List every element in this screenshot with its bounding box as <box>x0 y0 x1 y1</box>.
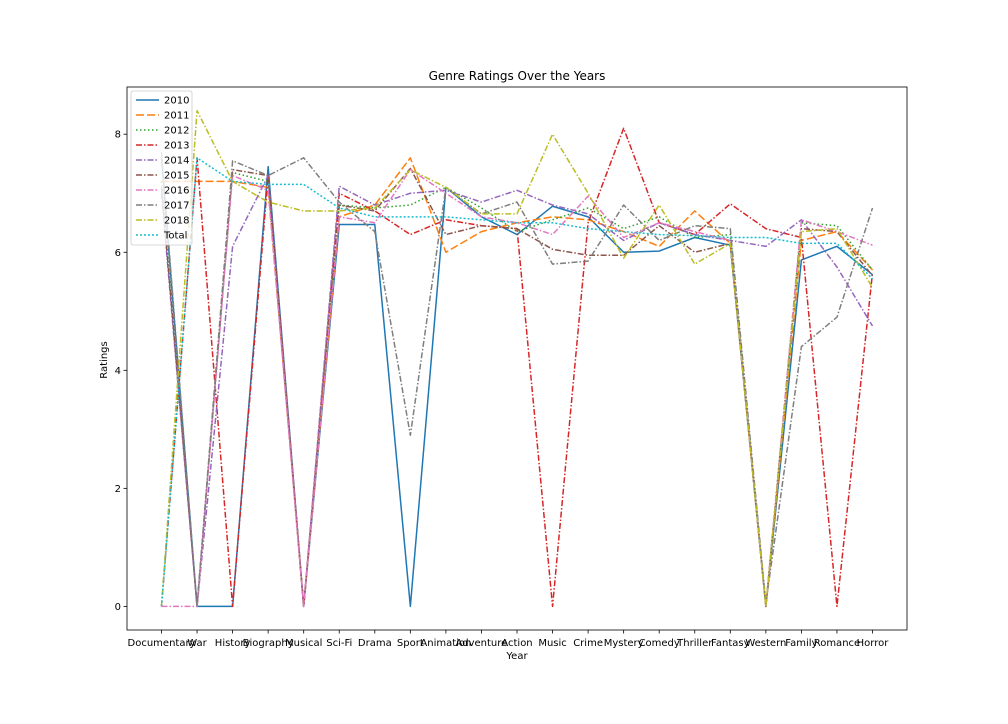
series-2018 <box>160 109 874 608</box>
series-line-2018 <box>160 109 874 608</box>
legend-entry: 2011 <box>136 111 189 122</box>
legend-entry: 2010 <box>136 96 189 107</box>
x-tick-label: Fantasy <box>711 638 750 649</box>
legend-entry: 2012 <box>136 126 189 137</box>
x-tick-label: Crime <box>573 638 603 649</box>
legend: 2010 2011 2012 2013 2014 2015 2016 2017 2018 Tota… <box>130 90 193 246</box>
x-tick-label: Music <box>538 638 566 649</box>
legend-entry: 2018 <box>136 216 189 227</box>
series-total <box>160 157 874 607</box>
x-tick-label: History <box>215 638 251 649</box>
x-tick-label: Drama <box>358 638 392 649</box>
legend-label: Total <box>163 231 187 242</box>
legend-entry: 2014 <box>136 156 189 167</box>
x-tick-label: Romance <box>814 638 860 649</box>
x-tick-label: Thriller <box>676 638 713 649</box>
legend-entry: 2013 <box>136 141 189 152</box>
y-tick-label: 2 <box>115 484 121 495</box>
x-tick-label: Mystery <box>604 638 644 649</box>
y-tick-label: 0 <box>115 602 121 613</box>
legend-entry: 2015 <box>136 171 189 182</box>
chart-title: Genre Ratings Over the Years <box>429 69 606 83</box>
x-axis-label: Year <box>505 651 528 662</box>
y-tick-label: 8 <box>115 130 121 141</box>
y-axis-label: Ratings <box>99 341 110 378</box>
x-tick-label: Western <box>745 638 786 649</box>
x-tick-label: Biography <box>243 638 294 649</box>
x-tick-label: Action <box>501 638 532 649</box>
legend-label: 2013 <box>164 141 189 152</box>
legend-entry: 2017 <box>136 201 189 212</box>
series-2017 <box>160 151 874 608</box>
series-line-2017 <box>160 151 874 608</box>
series-2014 <box>160 174 874 608</box>
legend-box <box>130 90 193 246</box>
legend-label: 2015 <box>164 171 189 182</box>
x-tick-label: Animation <box>420 638 471 649</box>
x-tick-label: Horror <box>857 638 890 649</box>
legend-entry: Total <box>136 231 187 242</box>
x-tick-label: Family <box>785 638 817 649</box>
series-line-total <box>160 157 874 607</box>
legend-label: 2016 <box>164 186 189 197</box>
x-tick-label: War <box>187 638 207 649</box>
series-layer <box>160 109 874 608</box>
legend-label: 2018 <box>164 216 189 227</box>
y-tick-label: 6 <box>115 248 121 259</box>
x-tick-label: Documentary <box>128 638 196 649</box>
x-tick-label: Sport <box>397 638 424 649</box>
x-tick-label: Comedy <box>639 638 680 649</box>
legend-entry: 2016 <box>136 186 189 197</box>
x-tick-label: Adventure <box>456 638 508 649</box>
legend-label: 2017 <box>164 201 189 212</box>
x-tick-label: Sci-Fi <box>326 638 352 649</box>
legend-label: 2011 <box>164 111 189 122</box>
x-tick-label: Musical <box>285 638 322 649</box>
y-tick-label: 4 <box>115 366 121 377</box>
legend-label: 2012 <box>164 126 189 137</box>
series-line-2014 <box>160 174 874 608</box>
legend-label: 2014 <box>164 156 189 167</box>
legend-label: 2010 <box>164 96 189 107</box>
